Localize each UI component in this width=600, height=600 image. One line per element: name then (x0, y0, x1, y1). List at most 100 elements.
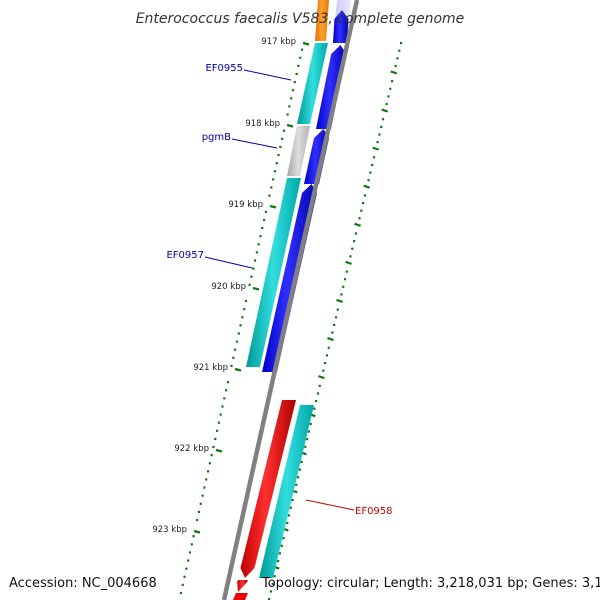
tick-minor (279, 145, 282, 149)
tick-dash (345, 260, 352, 265)
gene-arrow-edge (233, 593, 248, 600)
tick-dot (291, 498, 294, 502)
tick-dot (322, 369, 325, 372)
tick-dot (305, 438, 309, 441)
tick-major (286, 123, 294, 128)
tick-dot (352, 240, 356, 243)
gene-leader-line (231, 138, 278, 149)
tick-dot (343, 278, 347, 281)
tick-minor (288, 105, 291, 108)
gene-label-ef0955[interactable]: EF0955 (205, 63, 243, 74)
tick-dot (351, 247, 354, 250)
accession-text: Accession: NC_004668 (9, 576, 157, 591)
tick-minor (257, 243, 260, 246)
tick-dot (381, 118, 385, 121)
tick-marks: 917 kbp 918 kbp 919 kbp 920 kbp 921 kbp 922 k… (152, 37, 403, 600)
tick-dot (273, 575, 276, 578)
cds-band-pgmb (287, 126, 310, 176)
tick-minor (250, 275, 253, 278)
tick-minor (183, 575, 186, 578)
tick-dot (286, 521, 289, 525)
tick-dot (318, 384, 321, 387)
tick-dash (363, 184, 370, 189)
gene-leader-line (243, 69, 292, 81)
tick-dot (336, 308, 339, 311)
gene-label-ef0957[interactable]: EF0957 (166, 250, 204, 261)
tick-minor (223, 397, 226, 400)
tick-dot (331, 331, 334, 334)
tick-minor (203, 486, 206, 489)
tick-minor (188, 551, 192, 554)
tick-minor (264, 210, 267, 213)
tick-dash (318, 375, 325, 380)
tick-minor (234, 348, 237, 351)
tick-dot (362, 201, 365, 205)
gene-label-pgmb[interactable]: pgmB (202, 132, 231, 143)
cds-band-ef0955 (297, 43, 328, 124)
tick-minor (190, 543, 193, 546)
tick-dot (396, 57, 399, 60)
tick-minor (208, 462, 211, 465)
tick-minor (192, 535, 195, 538)
tick-minor (215, 429, 219, 432)
tick-minor (282, 129, 286, 132)
tick-minor (272, 178, 275, 181)
orange-feature (315, 0, 329, 41)
tick-major (234, 367, 242, 372)
tick-minor (212, 445, 215, 449)
tick-major (193, 529, 201, 534)
tick-dash (381, 108, 389, 113)
tick-dot (371, 163, 374, 167)
gene-arrow-ef0958 (240, 400, 296, 578)
tick-label: 917 kbp (261, 37, 296, 47)
tick-minor (273, 170, 277, 173)
tick-dot (390, 80, 394, 83)
tick-dash (327, 336, 334, 342)
tick-dot (300, 460, 303, 464)
tick-minor (299, 56, 302, 59)
gene-arrow-next (237, 580, 248, 592)
tick-dot (269, 590, 273, 593)
tick-dot (349, 255, 352, 258)
tick-minor (237, 332, 240, 335)
tick-minor (239, 324, 242, 327)
tick-dot (333, 323, 336, 327)
tick-dot (271, 582, 274, 585)
tick-minor (248, 283, 251, 286)
tick-minor (201, 494, 204, 497)
tick-minor (259, 235, 262, 238)
tick-dot (295, 483, 298, 486)
tick-major (215, 448, 223, 453)
tick-label: 921 kbp (193, 363, 228, 373)
tick-label: 923 kbp (152, 525, 187, 535)
tick-minor (255, 251, 258, 254)
tick-minor (281, 137, 284, 140)
tick-dot (358, 217, 361, 220)
tick-minor (286, 113, 289, 116)
tick-dot (324, 361, 327, 365)
tick-minor (181, 583, 184, 586)
tick-dot (298, 468, 301, 471)
tick-dot (363, 194, 367, 197)
gene-label-ef0958[interactable]: EF0958 (355, 506, 393, 517)
tick-minor (293, 80, 296, 84)
tick-dot (315, 399, 318, 403)
summary-text: Topology: circular; Length: 3,218,031 bp… (261, 576, 600, 591)
tick-dash (390, 70, 398, 75)
tick-dot (268, 598, 271, 600)
tick-dot (345, 270, 348, 273)
tick-minor (226, 381, 230, 384)
tick-label: 920 kbp (211, 282, 246, 292)
genome-backbone (221, 0, 360, 600)
tick-minor (205, 478, 208, 481)
tick-dash (354, 222, 361, 227)
tick-minor (295, 72, 298, 76)
tick-dot (307, 430, 310, 433)
tick-minor (217, 421, 220, 424)
tick-dot (372, 156, 376, 159)
tick-minor (206, 470, 210, 473)
tick-dot (360, 209, 363, 212)
tick-minor (197, 510, 201, 513)
tick-dot (378, 133, 381, 136)
tick-dot (278, 552, 282, 555)
